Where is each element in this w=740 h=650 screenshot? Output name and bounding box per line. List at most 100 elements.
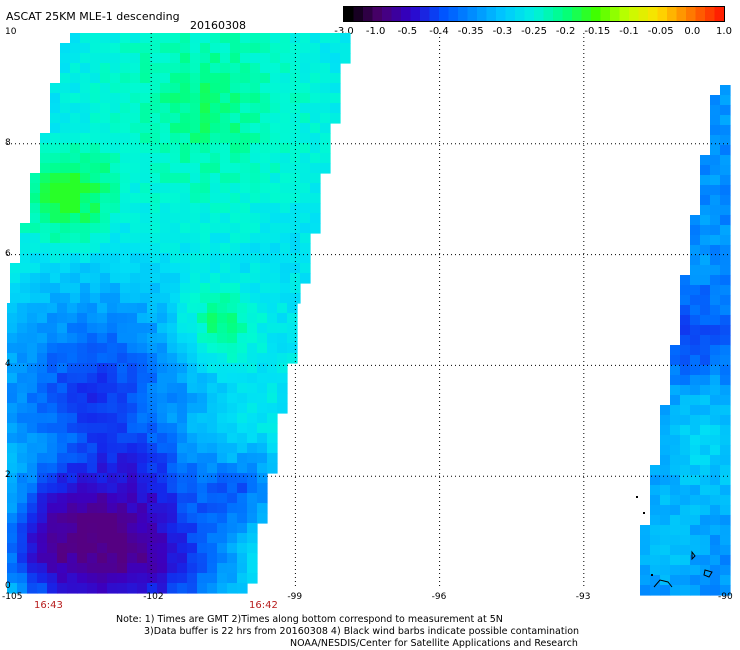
swath-cell xyxy=(260,203,271,214)
swath-cell xyxy=(257,353,268,364)
swath-cell xyxy=(27,383,38,394)
swath-cell xyxy=(110,293,121,304)
swath-cell xyxy=(120,213,131,224)
swath-cell xyxy=(167,503,178,514)
swath-cell xyxy=(187,523,198,534)
swath-cell xyxy=(77,393,88,404)
swath-cell xyxy=(217,323,228,334)
swath-cell xyxy=(40,213,51,224)
swath-cell xyxy=(710,235,721,246)
swath-cell xyxy=(67,373,78,384)
swath-cell xyxy=(167,413,178,424)
swath-cell xyxy=(97,543,108,554)
swath-cell xyxy=(150,43,161,54)
swath-cell xyxy=(230,63,241,74)
swath-cell xyxy=(237,543,248,554)
swath-cell xyxy=(220,153,231,164)
swath-cell xyxy=(267,383,278,394)
swath-cell xyxy=(690,385,701,396)
swath-cell xyxy=(700,515,711,526)
colorbar-swatch xyxy=(581,7,592,21)
swath-cell xyxy=(127,553,138,564)
swath-cell xyxy=(67,573,78,584)
swath-cell xyxy=(137,383,148,394)
swath-cell xyxy=(157,443,168,454)
swath-cell xyxy=(110,243,121,254)
swath-cell xyxy=(120,123,131,134)
swath-cell xyxy=(187,393,198,404)
swath-cell xyxy=(130,33,141,44)
swath-cell xyxy=(220,293,231,304)
swath-cell xyxy=(230,113,241,124)
swath-cell xyxy=(130,93,141,104)
swath-cell xyxy=(70,183,81,194)
swath-cell xyxy=(157,393,168,404)
swath-cell xyxy=(207,363,218,374)
swath-cell xyxy=(17,313,28,324)
swath-cell xyxy=(670,365,681,376)
swath-cell xyxy=(40,193,51,204)
swath-cell xyxy=(670,485,681,496)
swath-cell xyxy=(137,513,148,524)
swath-cell xyxy=(257,333,268,344)
swath-cell xyxy=(240,63,251,74)
swath-cell xyxy=(210,253,221,264)
swath-cell xyxy=(97,453,108,464)
swath-cell xyxy=(187,543,198,554)
swath-cell xyxy=(220,93,231,104)
swath-cell xyxy=(300,133,311,144)
swath-cell xyxy=(87,373,98,384)
swath-cell xyxy=(277,323,288,334)
swath-cell xyxy=(710,175,721,186)
swath-cell xyxy=(90,283,101,294)
swath-cell xyxy=(70,103,81,114)
swath-cell xyxy=(127,543,138,554)
swath-cell xyxy=(7,413,18,424)
swath-cell xyxy=(280,203,291,214)
swath-cell xyxy=(100,33,111,44)
swath-cell xyxy=(260,93,271,104)
swath-cell xyxy=(710,155,721,166)
swath-cell xyxy=(80,73,91,84)
swath-cell xyxy=(57,353,68,364)
swath-cell xyxy=(200,123,211,134)
swath-cell xyxy=(150,53,161,64)
swath-cell xyxy=(207,533,218,544)
swath-cell xyxy=(200,293,211,304)
swath-cell xyxy=(290,33,301,44)
swath-cell xyxy=(160,283,171,294)
swath-cell xyxy=(720,405,731,416)
swath-cell xyxy=(110,283,121,294)
swath-cell xyxy=(200,223,211,234)
swath-cell xyxy=(217,473,228,484)
swath-cell xyxy=(110,223,121,234)
swath-cell xyxy=(700,415,711,426)
swath-cell xyxy=(290,53,301,64)
swath-cell xyxy=(77,443,88,454)
swath-cell xyxy=(220,273,231,284)
swath-cell xyxy=(107,583,118,594)
swath-cell xyxy=(197,563,208,574)
swath-cell xyxy=(270,153,281,164)
swath-cell xyxy=(157,483,168,494)
swath-cell xyxy=(680,535,691,546)
swath-cell xyxy=(237,433,248,444)
swath-cell xyxy=(247,463,258,474)
swath-cell xyxy=(57,473,68,484)
swath-cell xyxy=(17,573,28,584)
swath-cell xyxy=(270,253,281,264)
swath-cell xyxy=(280,43,291,54)
swath-cell xyxy=(27,333,38,344)
swath-cell xyxy=(150,173,161,184)
swath-cell xyxy=(197,363,208,374)
swath-cell xyxy=(280,83,291,94)
pass-time-label: 16:42 xyxy=(249,600,278,611)
swath-cell xyxy=(50,153,61,164)
swath-cell xyxy=(67,493,78,504)
swath-cell xyxy=(260,103,271,114)
swath-cell xyxy=(147,553,158,564)
swath-cell xyxy=(690,575,701,586)
swath-cell xyxy=(247,313,258,324)
swath-cell xyxy=(90,173,101,184)
swath-cell xyxy=(187,463,198,474)
